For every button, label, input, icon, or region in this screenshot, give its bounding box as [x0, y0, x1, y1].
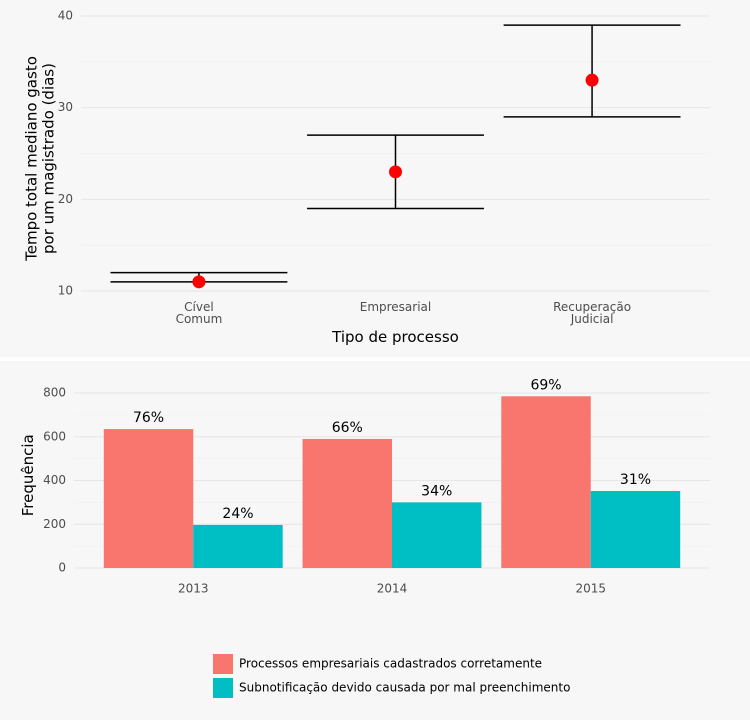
- value-label: 31%: [620, 472, 651, 488]
- value-label: 34%: [421, 483, 452, 499]
- y-axis-title: Tempo total mediano gasto por um magistr…: [22, 56, 58, 261]
- point: [192, 275, 206, 289]
- bar: [193, 524, 283, 568]
- legend-swatch: [213, 654, 233, 674]
- panel-bg: [0, 0, 750, 357]
- x-tick-label: Recuperação Judicial: [553, 300, 632, 326]
- value-label: 66%: [332, 420, 363, 436]
- y-axis-title: Frequência: [18, 434, 37, 517]
- bar: [302, 438, 392, 568]
- value-label: 69%: [530, 377, 561, 393]
- legend-label: Processos empresariais cadastrados corre…: [239, 657, 542, 671]
- x-tick-label: 2014: [377, 581, 408, 595]
- bar: [392, 502, 482, 568]
- point: [389, 165, 402, 179]
- y-tick-label: 10: [58, 283, 73, 297]
- y-tick-label: 800: [43, 386, 66, 400]
- value-label: 24%: [222, 506, 253, 522]
- legend-swatch: [213, 678, 233, 698]
- x-tick-label: Cível Comum: [175, 300, 223, 326]
- x-tick-label: 2013: [178, 581, 209, 595]
- legend-label: Subnotificação devido causada por mal pr…: [239, 681, 570, 695]
- y-tick-label: 200: [43, 517, 66, 531]
- bar: [501, 396, 591, 568]
- bar: [103, 429, 194, 568]
- y-tick-label: 20: [58, 192, 73, 206]
- x-tick-label: 2015: [575, 581, 606, 595]
- y-tick-label: 40: [58, 9, 73, 23]
- y-tick-label: 400: [43, 473, 66, 487]
- x-axis-title: Tipo de processo: [332, 328, 459, 346]
- value-label: 76%: [133, 410, 164, 426]
- y-tick-label: 600: [43, 429, 66, 443]
- y-tick-label: 30: [58, 100, 73, 114]
- x-tick-label: Empresarial: [359, 300, 432, 314]
- bar: [590, 491, 681, 568]
- point: [585, 73, 599, 87]
- y-tick-label: 0: [58, 561, 66, 575]
